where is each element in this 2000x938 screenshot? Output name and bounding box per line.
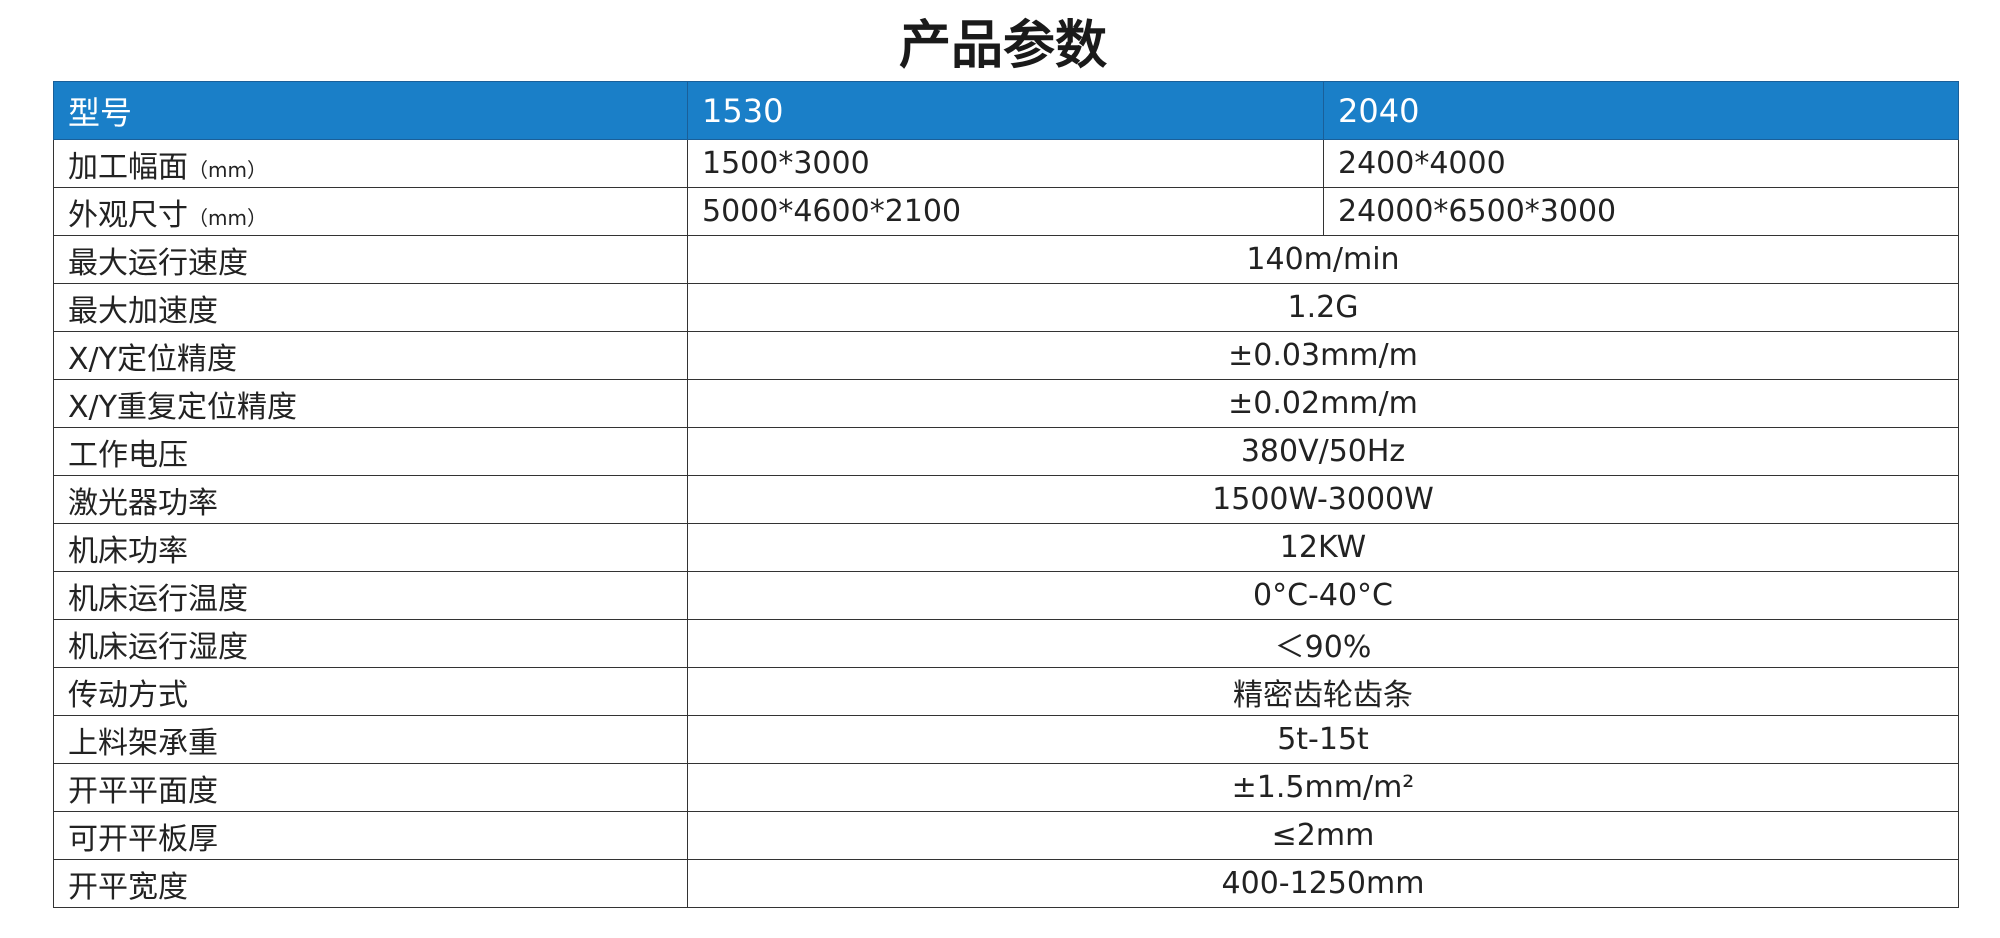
unit-text: （mm） [188,157,267,182]
row-label: 开平平面度 [53,763,688,812]
value-cell: 5t-15t [687,715,1959,764]
value-cell: 1.2G [687,283,1959,332]
table-row: 开平宽度 400-1250mm [53,859,1959,908]
row-label: 上料架承重 [53,715,688,764]
table-row: 上料架承重 5t-15t [53,715,1959,764]
label-text: 外观尺寸 [68,197,188,233]
table-row: 外观尺寸（mm） 5000*4600*2100 24000*6500*3000 [53,187,1959,236]
label-text: 机床运行温度 [68,581,248,617]
table-row: 机床运行温度 0°C-40°C [53,571,1959,620]
value-cell: 2400*4000 [1323,139,1959,188]
row-label: 激光器功率 [53,475,688,524]
label-text: 最大运行速度 [68,245,248,281]
row-label: 外观尺寸（mm） [53,187,688,236]
value-cell: 24000*6500*3000 [1323,187,1959,236]
spec-table: 型号 1530 2040 加工幅面（mm） 1500*3000 2400*4000 外观尺… [53,81,1959,908]
row-label: 开平宽度 [53,859,688,908]
value-cell: 5000*4600*2100 [687,187,1324,236]
label-text: 传动方式 [68,677,188,713]
label-text: 机床功率 [68,533,188,569]
table-row: X/Y重复定位精度 ±0.02mm/m [53,379,1959,428]
row-label: X/Y重复定位精度 [53,379,688,428]
table-row: 最大运行速度 140m/min [53,235,1959,284]
row-label: 传动方式 [53,667,688,716]
value-cell: ＜90% [687,619,1959,668]
row-label: 机床功率 [53,523,688,572]
row-label: X/Y定位精度 [53,331,688,380]
row-label: 可开平板厚 [53,811,688,860]
column-header: 1530 [687,81,1324,140]
value-cell: ±0.02mm/m [687,379,1959,428]
row-label: 最大运行速度 [53,235,688,284]
label-text: 上料架承重 [68,725,218,761]
label-text: 最大加速度 [68,293,218,329]
row-label: 最大加速度 [53,283,688,332]
header-row: 型号 1530 2040 [53,81,1959,140]
unit-text: （mm） [188,205,267,230]
value-cell: 380V/50Hz [687,427,1959,476]
value-cell: ±1.5mm/m² [687,763,1959,812]
table-row: 机床运行湿度 ＜90% [53,619,1959,668]
table-row: 可开平板厚 ≤2mm [53,811,1959,860]
page-title: 产品参数 [898,16,1107,76]
value-cell: 1500*3000 [687,139,1324,188]
table-row: 传动方式 精密齿轮齿条 [53,667,1959,716]
value-cell: 1500W-3000W [687,475,1959,524]
label-text: 可开平板厚 [68,821,218,857]
table-row: X/Y定位精度 ±0.03mm/m [53,331,1959,380]
table-row: 机床功率 12KW [53,523,1959,572]
label-text: 机床运行湿度 [68,629,248,665]
value-cell: 12KW [687,523,1959,572]
value-cell: ±0.03mm/m [687,331,1959,380]
label-text: 激光器功率 [68,485,218,521]
table-row: 加工幅面（mm） 1500*3000 2400*4000 [53,139,1959,188]
value-cell: 400-1250mm [687,859,1959,908]
table-row: 激光器功率 1500W-3000W [53,475,1959,524]
table-row: 最大加速度 1.2G [53,283,1959,332]
label-text: 开平宽度 [68,869,188,905]
label-text: 工作电压 [68,437,188,473]
row-label: 工作电压 [53,427,688,476]
label-text: 加工幅面 [68,149,188,185]
column-header: 型号 [53,81,688,140]
row-label: 加工幅面（mm） [53,139,688,188]
label-text: 开平平面度 [68,773,218,809]
row-label: 机床运行温度 [53,571,688,620]
value-cell: 0°C-40°C [687,571,1959,620]
table-row: 工作电压 380V/50Hz [53,427,1959,476]
column-header: 2040 [1323,81,1959,140]
value-cell: ≤2mm [687,811,1959,860]
value-cell: 140m/min [687,235,1959,284]
row-label: 机床运行湿度 [53,619,688,668]
label-text: X/Y定位精度 [68,341,237,377]
table-row: 开平平面度 ±1.5mm/m² [53,763,1959,812]
label-text: X/Y重复定位精度 [68,389,297,425]
value-cell: 精密齿轮齿条 [687,667,1959,716]
